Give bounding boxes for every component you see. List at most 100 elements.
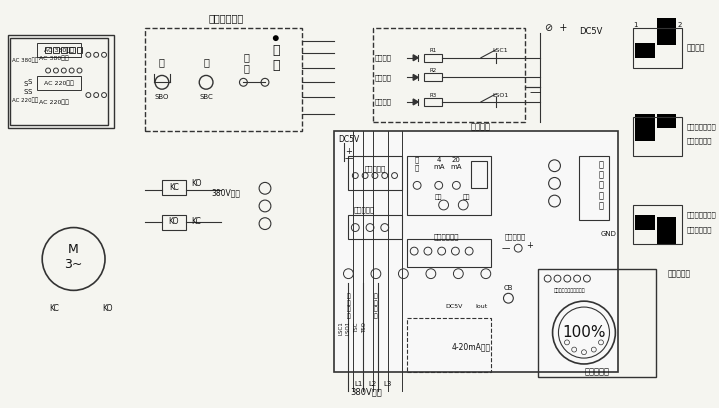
Bar bbox=[10, 38, 108, 124]
Text: AC 380接线: AC 380接线 bbox=[39, 55, 69, 60]
Bar bbox=[656, 18, 677, 45]
Text: 遠
控
按
鈕: 遠 控 按 鈕 bbox=[374, 293, 377, 319]
Text: GND: GND bbox=[600, 231, 616, 237]
Bar bbox=[635, 114, 654, 141]
Text: （兩線控制）: （兩線控制） bbox=[687, 138, 713, 144]
Text: 缺相: 缺相 bbox=[435, 194, 442, 200]
Text: 控制接线座: 控制接线座 bbox=[365, 165, 385, 172]
Bar bbox=[162, 180, 186, 195]
Text: 開向指示: 開向指示 bbox=[375, 99, 392, 105]
Bar bbox=[480, 175, 486, 185]
Text: LSC1: LSC1 bbox=[493, 49, 508, 53]
Text: 開度顯示器: 開度顯示器 bbox=[585, 367, 609, 376]
Text: +: + bbox=[345, 146, 352, 155]
Text: R3: R3 bbox=[429, 93, 436, 98]
Bar bbox=[37, 43, 81, 57]
Bar bbox=[635, 215, 654, 230]
Text: L3: L3 bbox=[383, 381, 392, 387]
Text: R1: R1 bbox=[429, 49, 436, 53]
Text: AC 220接线: AC 220接线 bbox=[12, 97, 39, 103]
Bar bbox=[538, 269, 656, 377]
Text: DC5V: DC5V bbox=[338, 135, 359, 144]
Bar bbox=[76, 47, 83, 53]
Text: 阀
位
电
位
器: 阀 位 电 位 器 bbox=[598, 160, 603, 211]
Text: AC 220接线: AC 220接线 bbox=[44, 80, 74, 86]
Polygon shape bbox=[413, 99, 418, 105]
Text: 限位接线座: 限位接线座 bbox=[353, 206, 375, 213]
Text: DC5V: DC5V bbox=[579, 27, 603, 36]
Text: —: — bbox=[501, 244, 510, 253]
Text: 20
mA: 20 mA bbox=[451, 157, 462, 170]
Text: S: S bbox=[23, 81, 28, 87]
Bar bbox=[45, 47, 51, 53]
Bar bbox=[656, 217, 677, 244]
Text: TSC: TSC bbox=[354, 322, 359, 333]
Text: LSC1: LSC1 bbox=[338, 321, 343, 335]
Text: S: S bbox=[23, 89, 28, 95]
Bar bbox=[407, 239, 491, 267]
Text: CB: CB bbox=[503, 286, 513, 291]
Text: 2: 2 bbox=[677, 22, 682, 28]
Text: —: — bbox=[529, 87, 541, 97]
Text: +: + bbox=[526, 241, 533, 250]
Text: 現
場: 現 場 bbox=[272, 44, 280, 72]
Text: AC 220接线: AC 220接线 bbox=[39, 99, 69, 105]
Bar bbox=[656, 114, 677, 129]
Bar bbox=[472, 163, 478, 173]
Bar bbox=[633, 205, 682, 244]
Bar bbox=[8, 35, 114, 129]
Polygon shape bbox=[413, 55, 418, 61]
Text: 開到位指示，关到位指示: 開到位指示，关到位指示 bbox=[554, 288, 585, 293]
Text: KC: KC bbox=[169, 183, 178, 192]
Text: —: — bbox=[344, 154, 352, 163]
Text: 常規控制: 常規控制 bbox=[687, 43, 705, 53]
Text: 現場指示: 現場指示 bbox=[471, 122, 491, 131]
Text: TSO: TSO bbox=[362, 322, 367, 333]
Text: 調
零: 調 零 bbox=[415, 157, 419, 171]
Text: 遠
方: 遠 方 bbox=[244, 52, 249, 73]
Bar bbox=[37, 76, 81, 90]
Bar bbox=[471, 161, 487, 188]
Text: 100%: 100% bbox=[562, 325, 605, 340]
Text: KO: KO bbox=[168, 217, 179, 226]
Text: 電源指示: 電源指示 bbox=[375, 54, 392, 61]
Text: KO: KO bbox=[103, 304, 113, 313]
Text: 顯示器接线座: 顯示器接线座 bbox=[434, 233, 459, 239]
Text: 遠
控
保
護: 遠 控 保 護 bbox=[347, 293, 350, 319]
Bar bbox=[633, 28, 682, 68]
Bar bbox=[407, 156, 491, 215]
Polygon shape bbox=[413, 74, 418, 80]
Text: SBO: SBO bbox=[155, 94, 169, 100]
Text: 調零測試點: 調零測試點 bbox=[505, 233, 526, 239]
Bar bbox=[635, 43, 654, 58]
Text: 開: 開 bbox=[159, 58, 165, 68]
Text: DC5V: DC5V bbox=[446, 304, 463, 308]
Text: 關: 關 bbox=[203, 58, 209, 68]
Bar bbox=[373, 28, 525, 122]
Text: KC: KC bbox=[49, 304, 59, 313]
Text: LSO1: LSO1 bbox=[493, 93, 508, 98]
Text: R2: R2 bbox=[429, 68, 436, 73]
Text: 顯示器模塊: 顯示器模塊 bbox=[667, 269, 690, 278]
Text: S: S bbox=[27, 79, 32, 85]
Text: KO: KO bbox=[191, 179, 201, 188]
Text: Iout: Iout bbox=[476, 304, 488, 308]
Text: S: S bbox=[27, 89, 32, 95]
Text: 4
mA: 4 mA bbox=[433, 157, 444, 170]
Text: L1: L1 bbox=[354, 381, 362, 387]
Text: AC 380接线: AC 380接线 bbox=[44, 47, 74, 53]
Text: LSO1: LSO1 bbox=[346, 321, 351, 335]
Text: AC 380接线: AC 380接线 bbox=[12, 57, 39, 62]
Bar bbox=[145, 28, 302, 131]
Text: 380V電源: 380V電源 bbox=[350, 387, 382, 396]
Bar bbox=[349, 156, 403, 190]
Bar bbox=[349, 215, 403, 239]
Text: 有信关，無信開: 有信关，無信開 bbox=[687, 211, 717, 218]
Text: 关向指示: 关向指示 bbox=[375, 74, 392, 81]
Text: ⊘  +: ⊘ + bbox=[545, 23, 567, 33]
Text: 現場控制按鈕: 現場控制按鈕 bbox=[208, 13, 243, 24]
Text: 有信開，無信关: 有信開，無信关 bbox=[687, 123, 717, 130]
Bar bbox=[53, 47, 59, 53]
Text: 1: 1 bbox=[633, 22, 638, 28]
Bar bbox=[61, 47, 67, 53]
